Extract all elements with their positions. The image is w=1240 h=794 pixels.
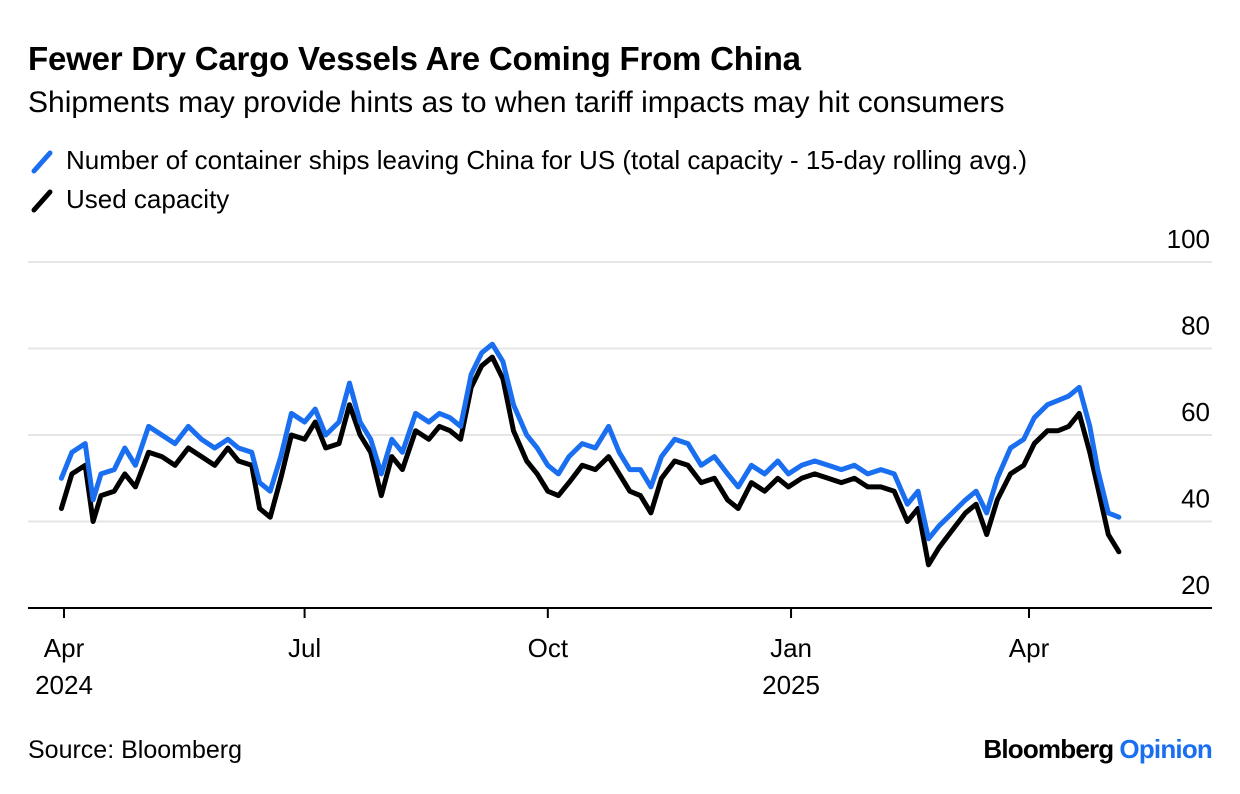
chart-subtitle: Shipments may provide hints as to when t… [28,86,1005,119]
legend-label-total-capacity: Number of container ships leaving China … [66,145,1028,175]
brand-name: Bloomberg [983,734,1114,764]
x-tick-year-label: 2025 [762,670,820,700]
y-tick-label: 40 [1181,484,1210,514]
x-tick-label: Jan [770,633,812,663]
legend-item-used-capacity: Used capacity [28,184,229,215]
x-tick-year-label: 2024 [35,670,93,700]
x-tick-label: Apr [1009,633,1050,663]
legend-swatch-black [31,189,53,212]
x-tick-label: Jul [288,633,321,663]
x-tick-label: Apr [44,633,85,663]
x-tick-label: Oct [528,633,569,663]
legend-swatch-blue [31,150,53,173]
y-tick-label: 100 [1167,224,1210,254]
legend-item-total-capacity: Number of container ships leaving China … [28,145,1027,176]
legend-label-used-capacity: Used capacity [66,184,230,214]
brand-logo: Bloomberg Opinion [983,734,1212,765]
series-line-used-capacity [58,354,1122,568]
y-tick-label: 80 [1181,311,1210,341]
brand-suffix: Opinion [1119,734,1212,764]
source-note: Source: Bloomberg [28,736,243,764]
series-line-total-capacity [58,341,1122,542]
y-tick-label: 60 [1181,397,1210,427]
chart-title: Fewer Dry Cargo Vessels Are Coming From … [28,40,801,77]
y-tick-label: 20 [1181,570,1210,600]
